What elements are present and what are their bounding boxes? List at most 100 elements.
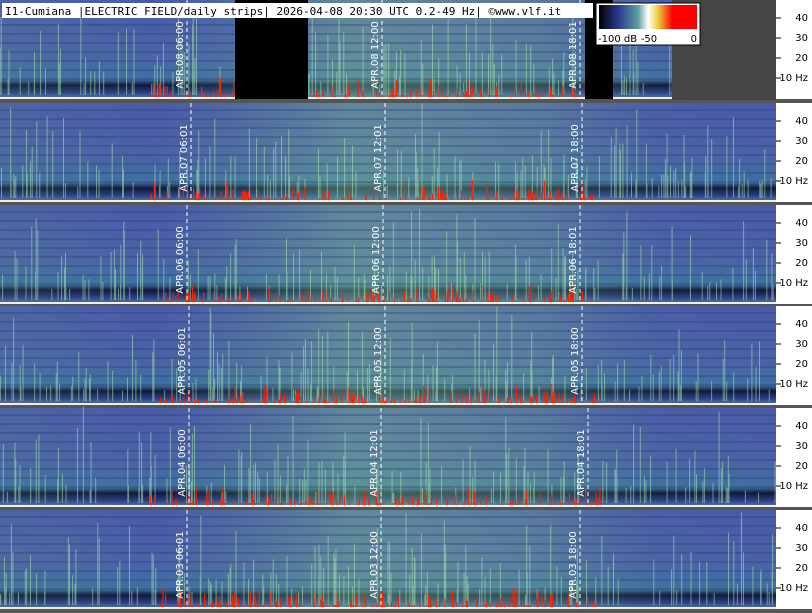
band [0, 238, 776, 240]
band [0, 348, 776, 350]
band [0, 33, 776, 35]
band [0, 459, 776, 461]
colorbar-label: -100 dB [598, 34, 637, 45]
freq-label: 20 [795, 53, 808, 64]
band [0, 172, 776, 174]
band [0, 163, 776, 165]
band [0, 229, 776, 231]
band [0, 486, 776, 488]
colorbar-label: -50 [641, 34, 657, 45]
freq-label: 40 [795, 523, 808, 534]
band [0, 330, 776, 332]
spikes [1, 103, 772, 198]
band [0, 477, 776, 479]
band [0, 154, 776, 156]
freq-label: 40 [795, 13, 808, 24]
band [0, 525, 776, 527]
freq-label: 10 Hz [779, 278, 808, 289]
band [0, 384, 776, 386]
band [0, 127, 776, 129]
time-label: APR.05 06:01 [177, 327, 188, 394]
band [0, 423, 776, 425]
freq-label: 30 [795, 238, 808, 249]
freq-label: 40 [795, 218, 808, 229]
band [0, 60, 776, 62]
freq-label: 20 [795, 359, 808, 370]
freq-label: 40 [795, 116, 808, 127]
freq-label: 20 [795, 258, 808, 269]
time-label: APR.06 06:00 [175, 226, 186, 293]
time-label: APR.04 06:00 [177, 429, 188, 496]
band [0, 42, 776, 44]
time-label: APR.07 18:00 [570, 124, 581, 191]
bursts [149, 179, 594, 201]
band [0, 51, 776, 53]
time-label: APR.08 12:00 [370, 21, 381, 88]
baseline [0, 403, 776, 405]
time-label: APR.07 12:01 [373, 124, 384, 191]
freq-label: 10 Hz [779, 73, 808, 84]
freq-label: 20 [795, 156, 808, 167]
freq-label: 20 [795, 563, 808, 574]
baseline [0, 607, 776, 609]
baseline [0, 505, 776, 507]
band [0, 220, 776, 222]
bursts [165, 282, 598, 303]
spikes [0, 512, 774, 605]
band [0, 414, 776, 416]
time-label: APR.07 06:01 [179, 124, 190, 191]
strip: APR.07 06:01 APR.07 12:01 APR.07 18:00 40 30… [0, 103, 812, 202]
time-label: APR.03 18:00 [568, 531, 579, 598]
header-title: I1-Cumiana |ELECTRIC FIELD/daily strips|… [5, 5, 561, 18]
band [0, 136, 776, 138]
time-label: APR.05 12:00 [373, 327, 384, 394]
freq-label: 40 [795, 319, 808, 330]
time-label: APR.08 18:01 [568, 21, 579, 88]
freq-label: 30 [795, 339, 808, 350]
band [0, 468, 776, 470]
band [0, 181, 776, 183]
band [0, 256, 776, 258]
freq-label: 40 [795, 421, 808, 432]
freq-label: 30 [795, 543, 808, 554]
time-label: APR.06 18:01 [568, 226, 579, 293]
freq-label: 10 Hz [779, 481, 808, 492]
freq-label: 10 Hz [779, 583, 808, 594]
band [0, 534, 776, 536]
baseline [0, 200, 776, 202]
strip: APR.04 06:00 APR.04 12:01 APR.04 18:01 40 30… [0, 406, 812, 507]
band [0, 109, 776, 111]
freq-label: 10 Hz [779, 379, 808, 390]
band [0, 450, 776, 452]
time-label: APR.05 18:00 [570, 327, 581, 394]
freq-label: 30 [795, 33, 808, 44]
freq-axis [776, 306, 812, 405]
band [0, 69, 776, 71]
band [0, 321, 776, 323]
freq-axis [776, 0, 812, 99]
time-label: APR.06 12:00 [371, 226, 382, 293]
spectrogram-activity [0, 103, 776, 202]
freq-label: 30 [795, 136, 808, 147]
baseline [0, 302, 776, 304]
strip: APR.03 06:01 APR.03 12:00 APR.03 18:00 40 30… [0, 510, 812, 609]
time-label: APR.03 12:00 [369, 531, 380, 598]
colorbar [599, 5, 697, 29]
time-label: APR.03 06:01 [175, 531, 186, 598]
freq-label: 20 [795, 461, 808, 472]
freq-axis [776, 510, 812, 609]
band [0, 265, 776, 267]
strip: APR.06 06:00 APR.06 12:00 APR.06 18:01 40 30… [0, 205, 812, 304]
band [0, 312, 776, 314]
bursts [149, 486, 601, 506]
time-label: APR.08 06:00 [175, 21, 186, 88]
strip: APR.05 06:01 APR.05 12:00 APR.05 18:00 40 30… [0, 306, 812, 405]
header-box [2, 3, 593, 18]
colorbar-label: 0 [691, 34, 697, 45]
band [0, 357, 776, 359]
baseline [0, 97, 776, 99]
band [0, 211, 776, 213]
